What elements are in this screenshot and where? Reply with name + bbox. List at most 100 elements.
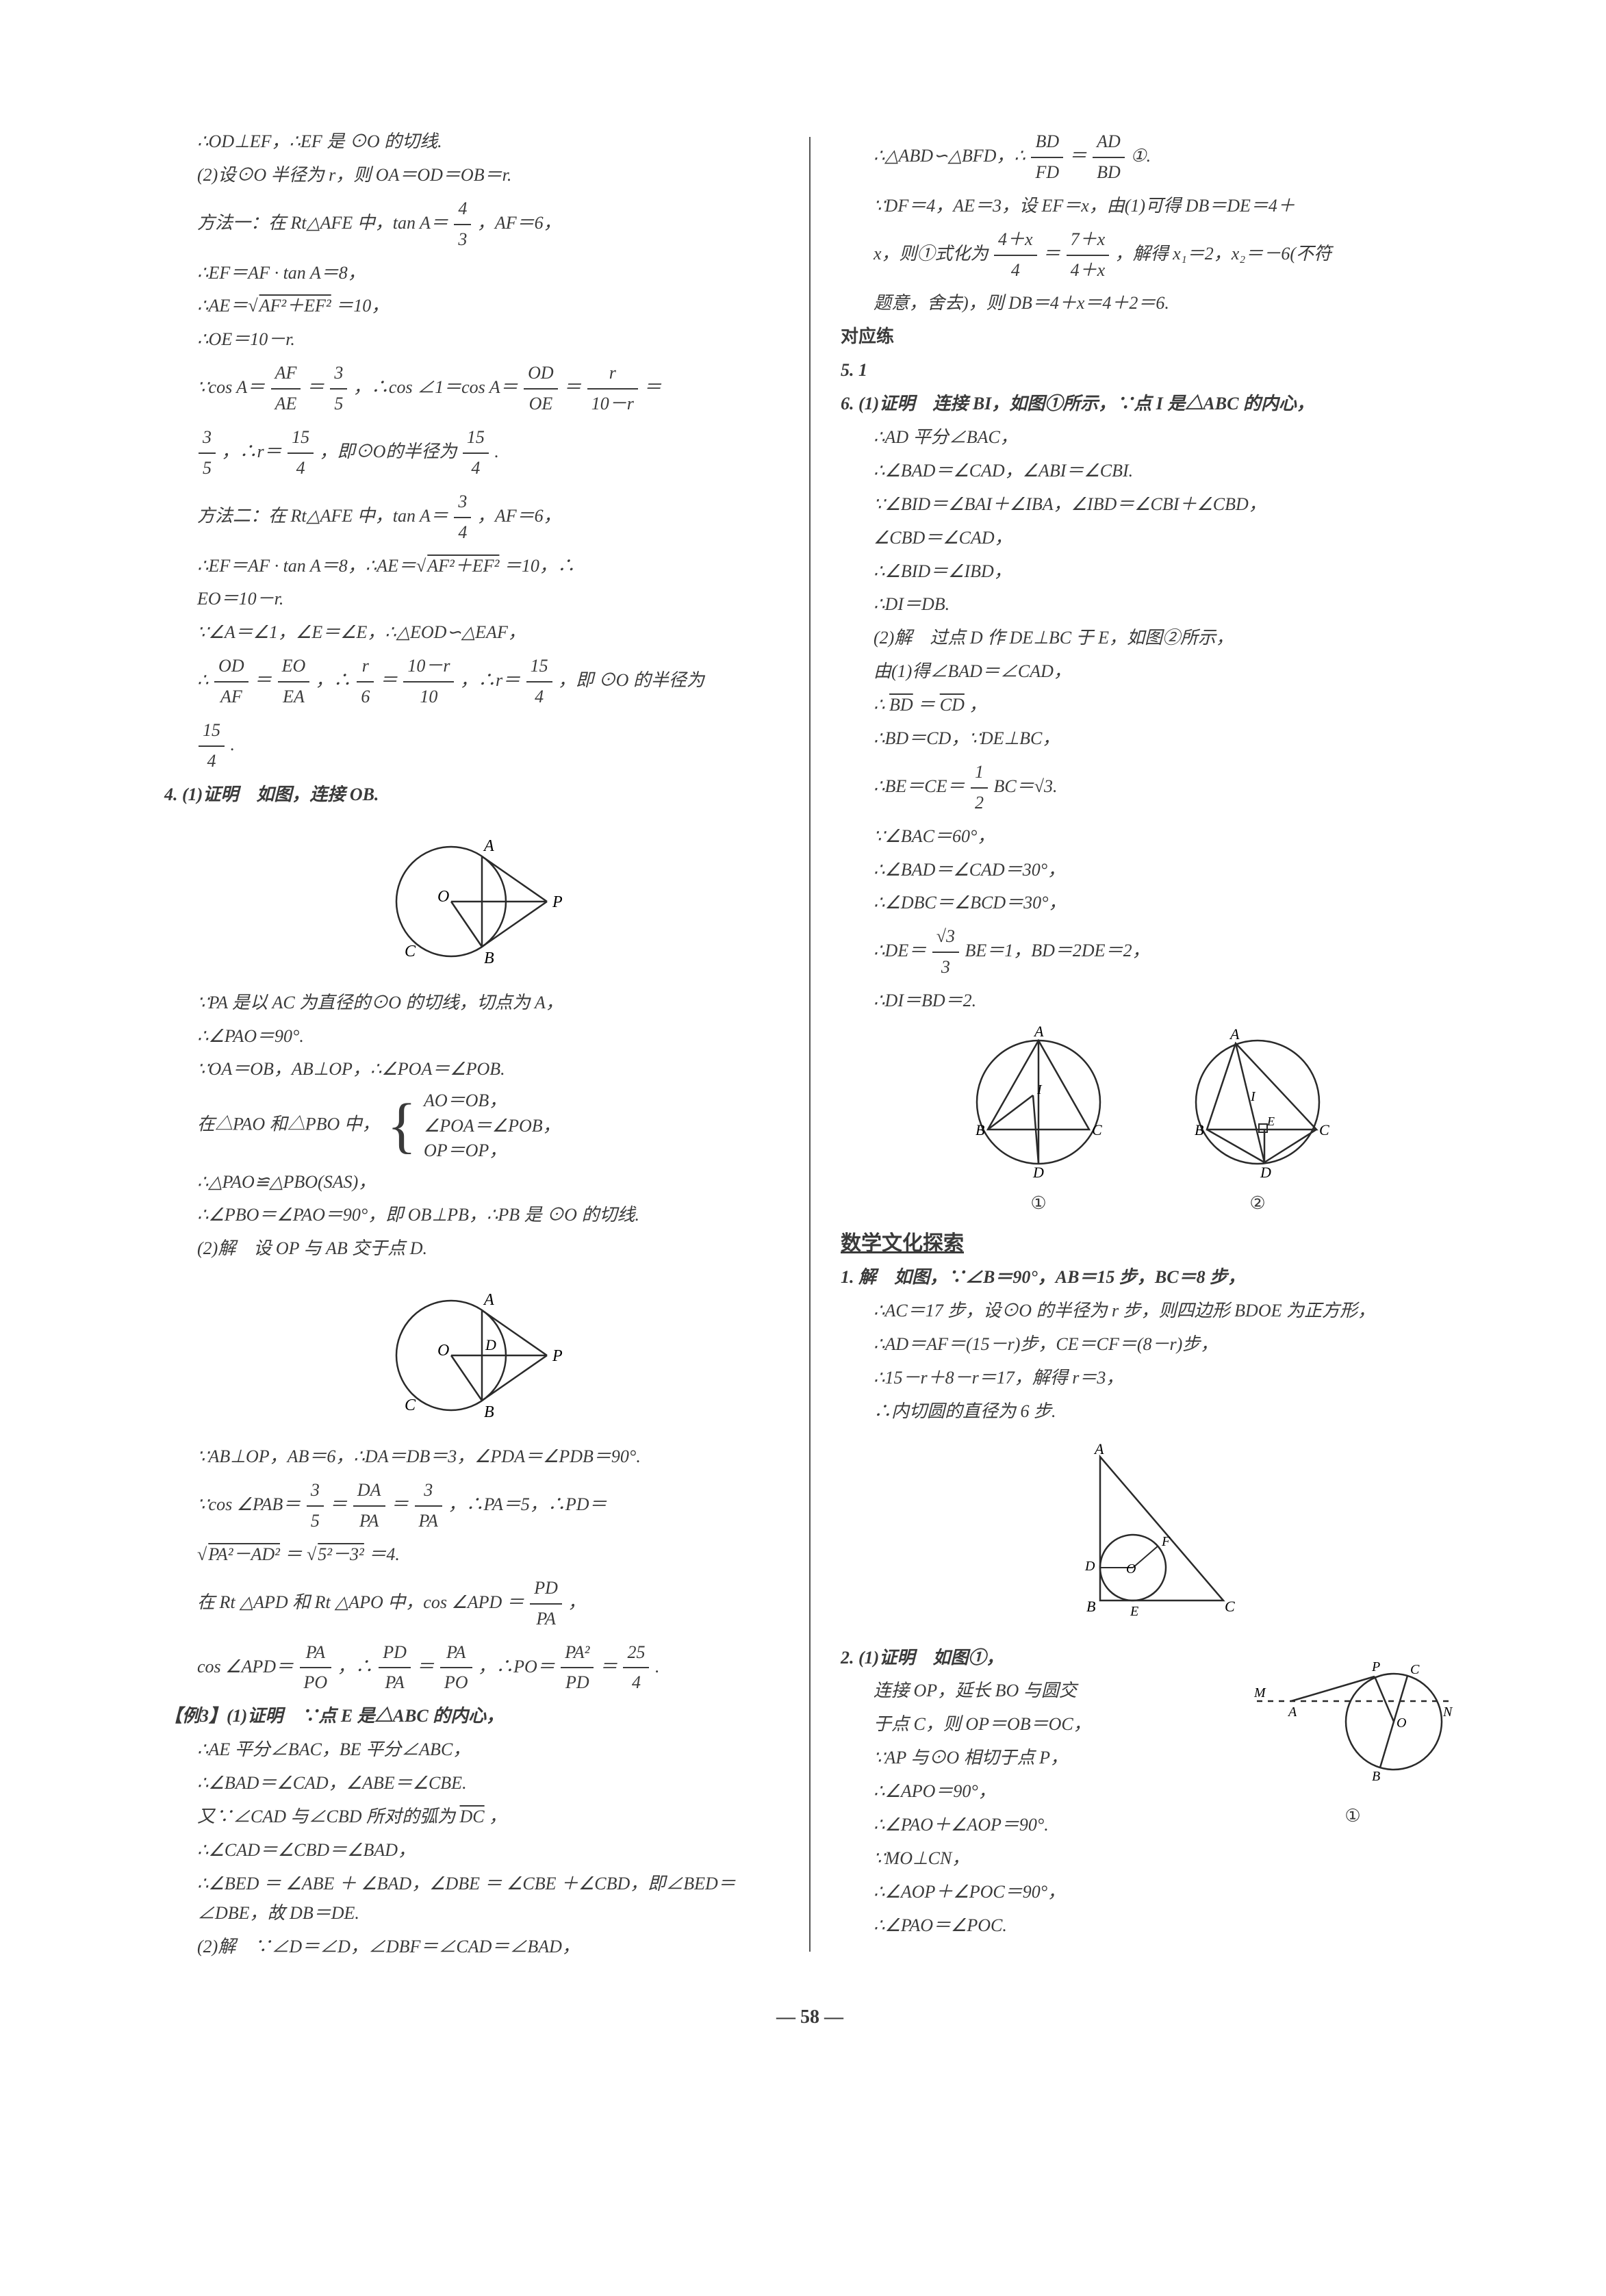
sqrt: AF²＋EF²: [258, 296, 331, 316]
text: ∴EF＝AF · tan A＝8，∴AE＝: [197, 556, 416, 576]
fraction: 154: [463, 423, 489, 483]
sqrt: PA²－AD²: [207, 1544, 280, 1564]
text-line: ∴AD＝AF＝(15－r)步，CE＝CF＝(8－r)步，: [841, 1330, 1455, 1360]
fraction: PA²PD: [561, 1638, 594, 1698]
fraction: PDPA: [530, 1574, 562, 1634]
text-line: 在 Rt △APD 和 Rt △APO 中，cos ∠APD ＝ PDPA ，: [164, 1574, 779, 1634]
svg-text:C: C: [405, 943, 416, 960]
text-line: 35 ，∴r＝ 154 ，即⊙O的半径为 154 .: [164, 423, 779, 483]
text: ＝: [254, 670, 272, 690]
text-line: (2)解 ∵∠D＝∠D，∠DBF＝∠CAD＝∠BAD，: [164, 1933, 779, 1962]
text-line: ∴∠BAD＝∠CAD，∠ABE＝∠CBE.: [164, 1769, 779, 1798]
text-line: ∵∠BID＝∠BAI＋∠IBA，∠IBD＝∠CBI＋∠CBD，: [841, 490, 1455, 520]
text-line: 连接 OP，延长 BO 与圆交: [841, 1676, 1236, 1706]
problem-2-row: 2. (1)证明 如图①， 连接 OP，延长 BO 与圆交 于点 C，则 OP＝…: [841, 1640, 1455, 1945]
text: .: [231, 735, 235, 754]
fraction: PAPO: [300, 1638, 332, 1698]
figure-label: ②: [1175, 1193, 1340, 1214]
text-line: (2)解 过点 D 作 DE⊥BC 于 E，如图②所示，: [841, 624, 1455, 653]
text-line: ∵∠BAC＝60°，: [841, 822, 1455, 852]
svg-text:C: C: [1319, 1121, 1329, 1138]
text: ∴: [197, 670, 209, 690]
text: 方法二：在 Rt△AFE 中，tan A＝: [197, 506, 448, 526]
text: 在 Rt △APD 和 Rt △APO 中，cos ∠APD ＝: [197, 1592, 528, 1612]
problem-4-heading: 4. (1)证明 如图，连接 OB.: [164, 780, 779, 810]
text-line: ∴∠BAD＝∠CAD＝30°，: [841, 856, 1455, 885]
text-line: ∴∠PAO＝90°.: [164, 1022, 779, 1051]
column-divider: [809, 137, 811, 1952]
problem-2-heading: 2. (1)证明 如图①，: [841, 1644, 1236, 1673]
right-column: ∴△ABD∽△BFD，∴ BDFD ＝ ADBD ①. ∵DF＝4，AE＝3，设…: [841, 123, 1455, 1965]
text: ，: [568, 1592, 585, 1612]
figure-circle-pd: A O D P C B: [164, 1273, 779, 1436]
svg-text:B: B: [1195, 1121, 1203, 1138]
problem-6-heading: 6. (1)证明 连接 BI，如图①所示，∵点 I 是△ABC 的内心，: [841, 390, 1455, 419]
text-line: EO＝10－r.: [164, 585, 779, 614]
text-line: 方法一：在 Rt△AFE 中，tan A＝ 43 ，AF＝6，: [164, 194, 779, 255]
text: BC＝√3.: [994, 776, 1058, 796]
fraction: ODOE: [524, 359, 558, 419]
svg-text:B: B: [1372, 1769, 1380, 1784]
text-line: ∵MO⊥CN，: [841, 1844, 1236, 1874]
text-line: 题意，舍去)，则 DB＝4＋x＝4＋2＝6.: [841, 289, 1455, 318]
text-line: ∴AC＝17 步，设⊙O 的半径为 r 步，则四边形 BDOE 为正方形，: [841, 1297, 1455, 1326]
text-line: ∴15－r＋8－r＝17，解得 r＝3，: [841, 1364, 1455, 1393]
text-line: ∵AP 与⊙O 相切于点 P，: [841, 1744, 1236, 1773]
text-line: (2)设⊙O 半径为 r，则 OA＝OD＝OB＝r.: [164, 161, 779, 190]
figure-triangle-incircle: A D O F B E C: [841, 1436, 1455, 1633]
arc: BD: [889, 695, 913, 715]
text-line: ∴ ODAF ＝ EOEA ，∴ r6 ＝ 10－r10 ，∴r＝ 154 ，即…: [164, 652, 779, 712]
svg-text:O: O: [437, 888, 449, 906]
text-line: 154 .: [164, 716, 779, 776]
svg-text:I: I: [1250, 1089, 1256, 1104]
figure-label: ①: [1250, 1806, 1455, 1826]
text-line: ∴∠DBC＝∠BCD＝30°，: [841, 889, 1455, 918]
figure-circle-pa: A O P C B: [164, 819, 779, 982]
arc: CD: [940, 695, 965, 715]
text: ，即⊙O的半径为: [320, 442, 457, 461]
svg-text:I: I: [1036, 1082, 1043, 1097]
fraction: 254: [623, 1638, 649, 1698]
text-line: √PA²－AD² ＝ √5²－3² ＝4.: [164, 1540, 779, 1570]
svg-text:B: B: [976, 1121, 984, 1138]
page-columns: ∴OD⊥EF，∴EF 是 ⊙O 的切线. (2)设⊙O 半径为 r，则 OA＝O…: [164, 123, 1455, 1965]
sqrt: 5²－3²: [316, 1544, 364, 1564]
text: ＝: [329, 1494, 347, 1514]
text: ＝: [563, 377, 581, 397]
problem-5: 5. 1: [841, 356, 1455, 385]
text-line: ∵DF＝4，AE＝3，设 EF＝x，由(1)可得 DB＝DE＝4＋: [841, 192, 1455, 221]
text: ＝: [380, 670, 398, 690]
text-line: ∴∠BAD＝∠CAD，∠ABI＝∠CBI.: [841, 457, 1455, 486]
text: ＝: [600, 1656, 617, 1676]
fraction: AFAE: [271, 359, 301, 419]
svg-text:A: A: [1229, 1025, 1240, 1043]
fraction: 34: [454, 487, 471, 548]
svg-text:D: D: [1260, 1164, 1271, 1181]
text: ，∴PA＝5，∴PD＝: [448, 1494, 607, 1514]
text: ＝4.: [368, 1544, 400, 1564]
text: ，: [489, 1807, 507, 1826]
fraction: 4＋x4: [994, 225, 1037, 285]
fraction: PAPO: [440, 1638, 472, 1698]
fraction: DAPA: [353, 1476, 385, 1536]
text-line: ∵OA＝OB，AB⊥OP，∴∠POA＝∠POB.: [164, 1055, 779, 1084]
text: ＝: [416, 1656, 434, 1676]
text-line: ∴BE＝CE＝ 12 BC＝√3.: [841, 758, 1455, 818]
text-line: ∴OD⊥EF，∴EF 是 ⊙O 的切线.: [164, 127, 779, 157]
text-line: ∴∠BED ＝ ∠ABE ＋ ∠BAD，∠DBE ＝ ∠CBE ＋∠CBD，即∠…: [164, 1870, 779, 1928]
text-line: ∴EF＝AF · tan A＝8，∴AE＝√AF²＋EF² ＝10，∴: [164, 552, 779, 581]
svg-text:D: D: [1084, 1559, 1095, 1574]
fraction: ADBD: [1093, 127, 1125, 188]
text-line: ∴AD 平分∠BAC，: [841, 423, 1455, 452]
text: x，则①式化为: [874, 244, 989, 264]
text-line: ∴∠PAO＋∠AOP＝90°.: [841, 1811, 1236, 1840]
fraction: 10－r10: [403, 652, 454, 712]
text: ∵cos ∠PAB＝: [197, 1494, 301, 1514]
text-line: ∵∠A＝∠1，∠E＝∠E，∴△EOD∽△EAF，: [164, 618, 779, 648]
text: ，∴cos ∠1＝cos A＝: [353, 377, 518, 397]
fraction: 35: [330, 359, 347, 419]
text-line: 由(1)得∠BAD＝∠CAD，: [841, 657, 1455, 687]
svg-text:C: C: [405, 1396, 416, 1414]
text-line: (2)解 设 OP 与 AB 交于点 D.: [164, 1234, 779, 1264]
text: ＝: [284, 1544, 302, 1564]
